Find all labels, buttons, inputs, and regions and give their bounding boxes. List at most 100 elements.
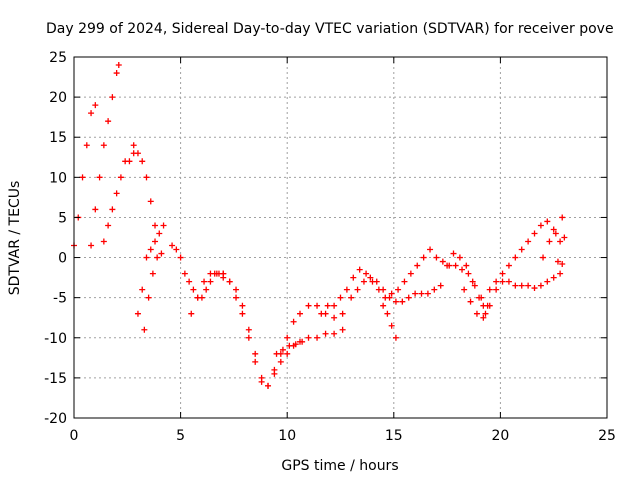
data-points xyxy=(71,62,568,389)
data-point xyxy=(395,286,402,293)
data-point xyxy=(525,238,532,245)
series-arc8 xyxy=(188,270,346,389)
data-point xyxy=(550,274,557,281)
data-point xyxy=(126,158,133,165)
data-point xyxy=(226,278,233,285)
x-tick-label: 20 xyxy=(491,428,509,444)
data-point xyxy=(105,118,112,125)
data-point xyxy=(414,262,421,269)
data-point xyxy=(386,294,393,301)
data-point xyxy=(350,274,357,281)
data-point xyxy=(239,302,246,309)
data-point xyxy=(113,70,120,77)
data-point xyxy=(152,238,159,245)
data-point xyxy=(190,286,197,293)
data-point xyxy=(537,282,544,289)
data-point xyxy=(418,290,425,297)
x-tick-label: 10 xyxy=(278,428,296,444)
data-point xyxy=(299,338,306,345)
x-axis-ticks: 0 5 10 15 20 25 xyxy=(70,57,616,444)
y-axis-ticks: -20 -15 -10 -5 0 5 10 15 20 25 xyxy=(44,50,607,427)
data-point xyxy=(109,206,116,213)
data-point xyxy=(88,242,95,249)
data-point xyxy=(207,278,214,285)
data-point xyxy=(505,262,512,269)
data-point xyxy=(194,294,201,301)
data-point xyxy=(561,234,568,241)
x-axis-label: GPS time / hours xyxy=(281,458,398,474)
data-point xyxy=(559,214,566,221)
data-point xyxy=(463,262,470,269)
data-point xyxy=(239,310,246,317)
series-arc17 xyxy=(554,258,566,267)
data-point xyxy=(380,286,387,293)
data-point xyxy=(392,334,399,341)
data-point xyxy=(130,142,137,149)
data-point xyxy=(109,94,116,101)
data-point xyxy=(143,254,150,261)
data-point xyxy=(284,334,291,341)
data-point xyxy=(486,286,493,293)
data-point xyxy=(258,378,265,385)
data-point xyxy=(459,266,466,273)
plot-frame xyxy=(73,56,608,419)
data-point xyxy=(420,254,427,261)
data-point xyxy=(439,258,446,265)
data-point xyxy=(181,270,188,277)
data-point xyxy=(139,286,146,293)
data-point xyxy=(557,270,564,277)
data-point xyxy=(134,310,141,317)
data-point xyxy=(546,238,553,245)
data-point xyxy=(557,238,564,245)
data-point xyxy=(305,302,312,309)
data-point xyxy=(277,358,284,365)
data-point xyxy=(480,314,487,321)
data-point xyxy=(149,270,156,277)
data-point xyxy=(427,246,434,253)
data-point xyxy=(388,322,395,329)
data-point xyxy=(424,290,431,297)
series-arc13 xyxy=(380,302,399,341)
data-point xyxy=(252,350,259,357)
series-arc12 xyxy=(348,250,489,317)
data-point xyxy=(188,310,195,317)
data-point xyxy=(100,142,107,149)
data-point xyxy=(169,242,176,249)
data-point xyxy=(456,254,463,261)
y-tick-label: -10 xyxy=(44,331,67,347)
data-point xyxy=(482,310,489,317)
series-arc16 xyxy=(540,214,566,261)
data-point xyxy=(559,260,566,267)
data-point xyxy=(544,278,551,285)
series-arc5 xyxy=(134,238,159,317)
series-arc9 xyxy=(220,270,346,389)
data-point xyxy=(139,158,146,165)
y-tick-label: 10 xyxy=(49,170,67,186)
y-tick-label: 20 xyxy=(49,90,67,106)
y-axis-label: SDTVAR / TECUs xyxy=(7,181,23,296)
data-point xyxy=(213,270,220,277)
x-tick-label: 15 xyxy=(385,428,403,444)
data-point xyxy=(552,230,559,237)
data-point xyxy=(279,346,286,353)
data-point xyxy=(531,285,538,292)
data-point xyxy=(152,222,159,229)
data-point xyxy=(348,294,355,301)
data-point xyxy=(452,262,459,269)
data-point xyxy=(343,286,350,293)
data-point xyxy=(373,278,380,285)
data-point xyxy=(324,302,331,309)
data-point xyxy=(117,174,124,181)
data-point xyxy=(265,382,272,389)
data-point xyxy=(145,294,152,301)
data-point xyxy=(273,350,280,357)
data-point xyxy=(471,282,478,289)
data-point xyxy=(252,358,259,365)
y-tick-label: 25 xyxy=(49,50,67,66)
data-point xyxy=(141,326,148,333)
data-point xyxy=(331,314,338,321)
data-point xyxy=(160,222,167,229)
data-point xyxy=(354,286,361,293)
data-point xyxy=(512,254,519,261)
